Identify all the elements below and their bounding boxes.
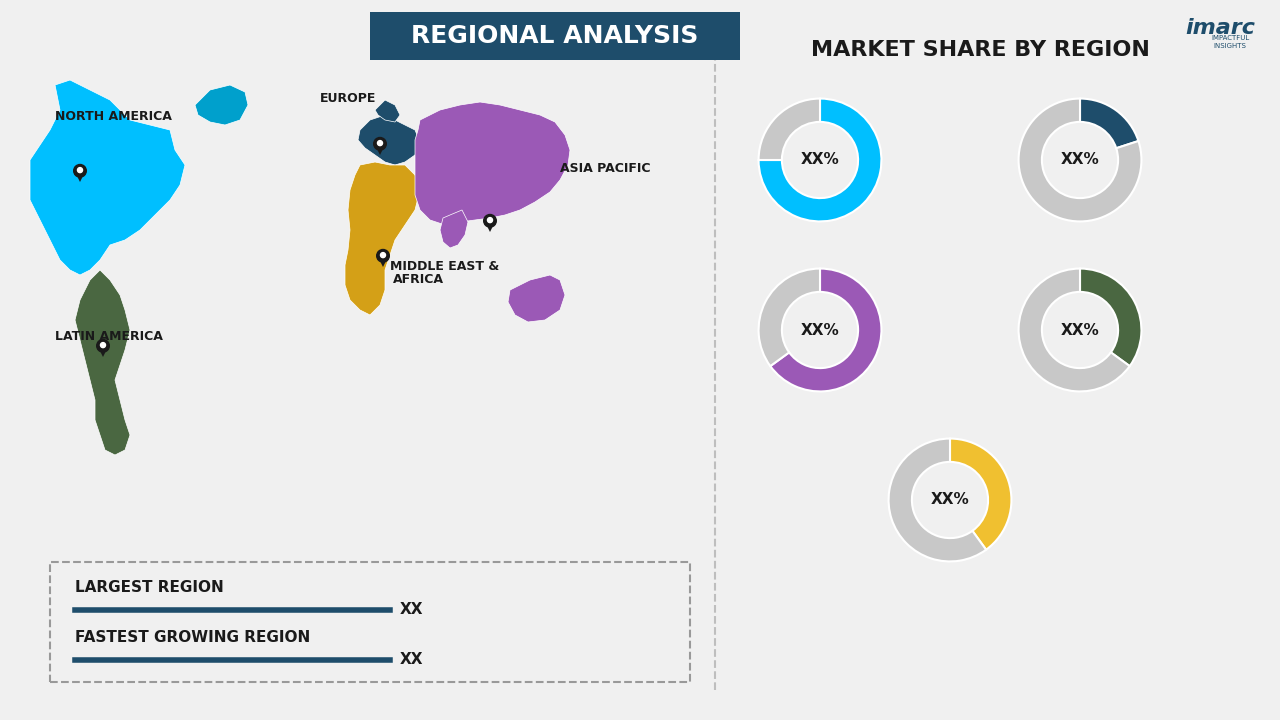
Text: XX: XX xyxy=(399,603,424,618)
Text: FASTEST GROWING REGION: FASTEST GROWING REGION xyxy=(76,631,310,646)
Circle shape xyxy=(380,253,385,258)
Polygon shape xyxy=(74,171,86,182)
Polygon shape xyxy=(97,346,109,357)
Polygon shape xyxy=(195,85,248,125)
Polygon shape xyxy=(29,80,186,275)
FancyBboxPatch shape xyxy=(370,12,740,60)
Polygon shape xyxy=(440,210,468,248)
Wedge shape xyxy=(759,99,820,160)
Text: ASIA PACIFIC: ASIA PACIFIC xyxy=(561,162,650,175)
Wedge shape xyxy=(1019,269,1130,392)
Text: NORTH AMERICA: NORTH AMERICA xyxy=(55,110,172,123)
Circle shape xyxy=(78,168,82,173)
Text: XX%: XX% xyxy=(800,323,840,338)
Text: XX%: XX% xyxy=(1061,153,1100,168)
Text: XX: XX xyxy=(399,652,424,667)
Polygon shape xyxy=(358,115,420,165)
Polygon shape xyxy=(378,256,389,267)
Text: LARGEST REGION: LARGEST REGION xyxy=(76,580,224,595)
Circle shape xyxy=(378,140,383,145)
Circle shape xyxy=(374,138,387,150)
Text: IMPACTFUL
INSIGHTS: IMPACTFUL INSIGHTS xyxy=(1211,35,1249,48)
Polygon shape xyxy=(374,144,385,155)
Polygon shape xyxy=(484,221,495,232)
Wedge shape xyxy=(759,99,882,222)
Text: XX%: XX% xyxy=(931,492,969,508)
Wedge shape xyxy=(1080,269,1142,366)
Wedge shape xyxy=(1019,99,1142,222)
Wedge shape xyxy=(950,438,1011,549)
Text: MIDDLE EAST &: MIDDLE EAST & xyxy=(390,260,499,273)
Text: LATIN AMERICA: LATIN AMERICA xyxy=(55,330,163,343)
Wedge shape xyxy=(759,269,820,366)
Wedge shape xyxy=(771,269,882,392)
FancyBboxPatch shape xyxy=(50,562,690,682)
Circle shape xyxy=(101,343,105,348)
Circle shape xyxy=(484,215,497,227)
Polygon shape xyxy=(346,162,420,315)
Polygon shape xyxy=(508,275,564,322)
Text: XX%: XX% xyxy=(1061,323,1100,338)
Circle shape xyxy=(488,217,493,222)
Text: EUROPE: EUROPE xyxy=(320,92,376,105)
Text: XX%: XX% xyxy=(800,153,840,168)
Text: MARKET SHARE BY REGION: MARKET SHARE BY REGION xyxy=(810,40,1149,60)
Polygon shape xyxy=(76,270,131,455)
Polygon shape xyxy=(375,100,399,122)
Wedge shape xyxy=(888,438,986,562)
Polygon shape xyxy=(415,102,570,225)
Text: imarc: imarc xyxy=(1185,18,1254,38)
Wedge shape xyxy=(1080,99,1138,148)
Circle shape xyxy=(97,340,109,352)
Text: REGIONAL ANALYSIS: REGIONAL ANALYSIS xyxy=(411,24,699,48)
Circle shape xyxy=(376,250,389,262)
Text: AFRICA: AFRICA xyxy=(393,273,444,286)
Circle shape xyxy=(74,164,86,177)
